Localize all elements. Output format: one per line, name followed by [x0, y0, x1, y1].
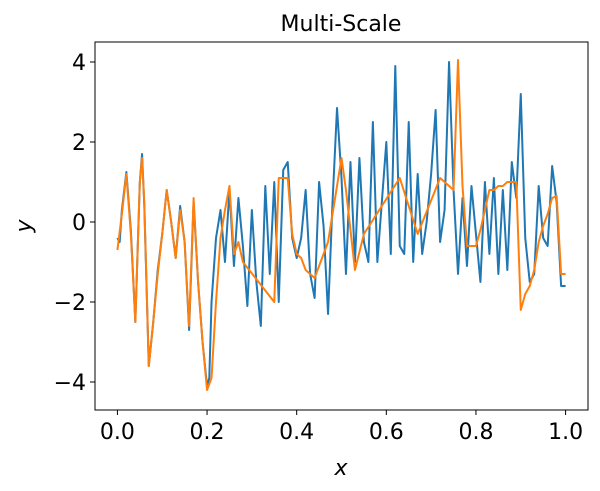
x-tick-label: 1.0	[548, 420, 583, 445]
x-axis-label: x	[333, 456, 348, 481]
x-tick-label: 0.0	[100, 420, 135, 445]
y-tick-label: −2	[54, 291, 86, 316]
y-tick-label: 2	[72, 131, 86, 156]
x-axis-ticks: 0.0 0.2 0.4 0.6 0.8 1.0	[100, 410, 583, 445]
y-tick-label: 4	[72, 51, 86, 76]
y-axis-ticks: −4 −2 0 2 4	[54, 51, 95, 396]
y-tick-label: 0	[72, 211, 86, 236]
x-tick-label: 0.2	[190, 420, 225, 445]
plot-frame	[94, 41, 589, 411]
series-2-line	[116, 59, 566, 391]
plot-area	[116, 59, 566, 391]
x-tick-label: 0.6	[369, 420, 404, 445]
y-axis-label: y	[12, 219, 37, 234]
chart-title: Multi-Scale	[281, 12, 402, 37]
x-tick-label: 0.4	[279, 420, 314, 445]
y-tick-label: −4	[54, 371, 86, 396]
x-tick-label: 0.8	[458, 420, 493, 445]
